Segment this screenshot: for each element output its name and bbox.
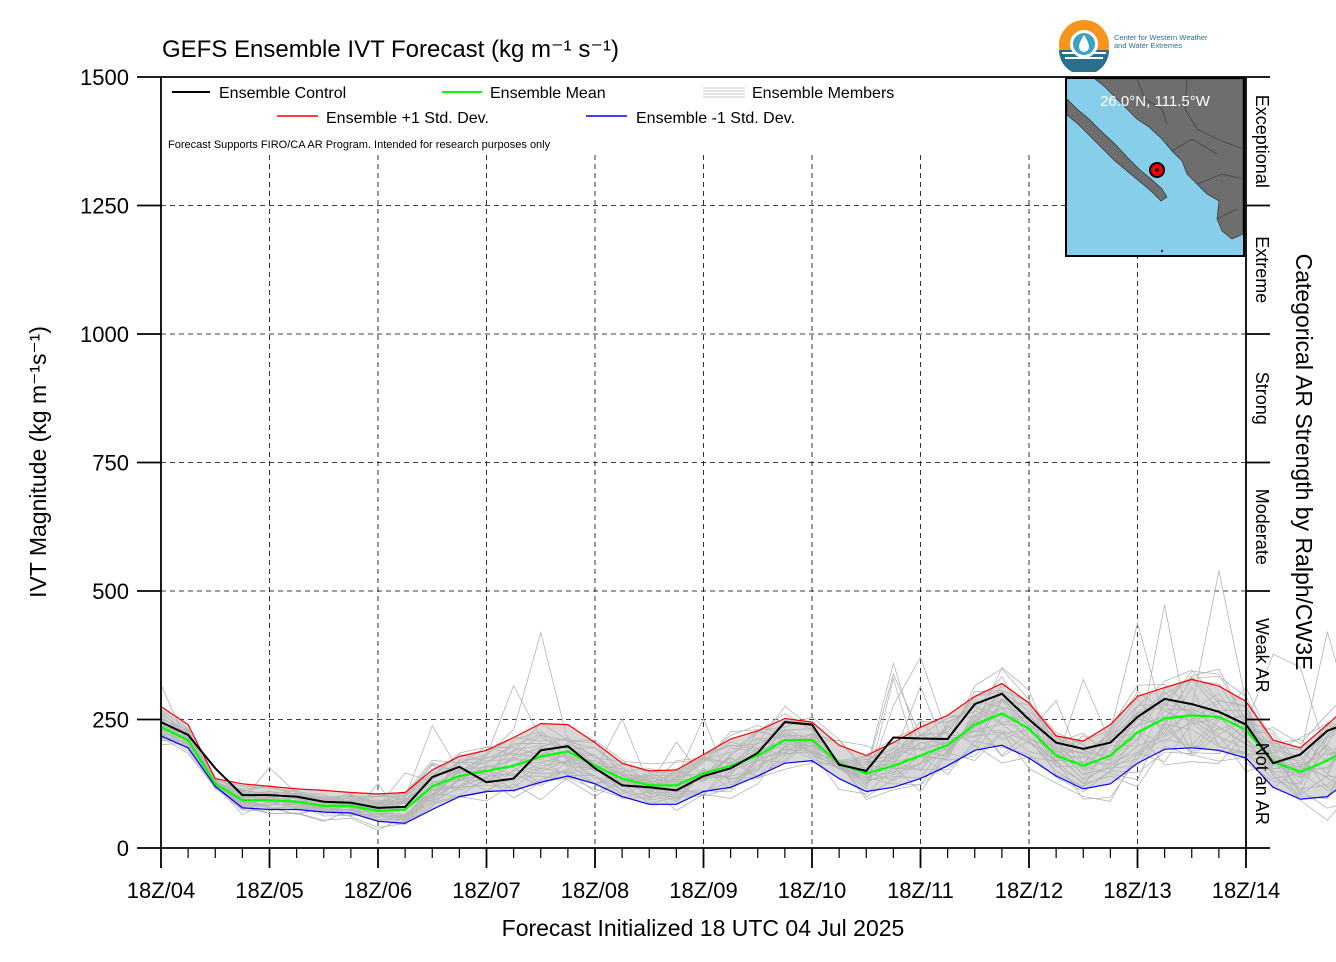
category-label: Not an AR bbox=[1252, 743, 1272, 825]
cw3e-logo: Center for Western Weather and Water Ext… bbox=[1058, 18, 1248, 75]
right-axis-label: Categorical AR Strength by Ralph/CW3E bbox=[1291, 254, 1317, 671]
x-tick-label: 18Z/08 bbox=[561, 878, 630, 903]
mainland-mexico bbox=[1094, 79, 1243, 240]
category-label: Weak AR bbox=[1252, 618, 1272, 693]
category-label: Extreme bbox=[1252, 236, 1272, 303]
y-axis-label: IVT Magnitude (kg m⁻¹s⁻¹) bbox=[25, 326, 51, 598]
disclaimer-text: Forecast Supports FIRO/CA AR Program. In… bbox=[168, 139, 551, 151]
legend-plus-sd-label: Ensemble +1 Std. Dev. bbox=[326, 110, 489, 127]
legend-minus-sd-label: Ensemble -1 Std. Dev. bbox=[636, 110, 795, 127]
x-tick-label: 18Z/07 bbox=[452, 878, 521, 903]
x-tick-label: 18Z/04 bbox=[127, 878, 196, 903]
y-tick-label: 1250 bbox=[80, 194, 129, 219]
location-label: 26.0°N, 111.5°W bbox=[1100, 93, 1210, 110]
map-graphic bbox=[1067, 79, 1243, 255]
category-label: Moderate bbox=[1252, 489, 1272, 565]
x-tick-label: 18Z/11 bbox=[887, 878, 954, 903]
legend: Ensemble Control Ensemble Mean Ensemble Me… bbox=[172, 85, 894, 127]
y-tick-label: 750 bbox=[92, 451, 129, 476]
state-borders bbox=[1136, 79, 1243, 220]
category-label: Strong bbox=[1252, 372, 1272, 425]
member-line bbox=[160, 676, 1336, 821]
y-tick-label: 1500 bbox=[80, 65, 129, 90]
member-line bbox=[160, 631, 1336, 805]
member-line bbox=[160, 604, 1336, 818]
location-map: 26.0°N, 111.5°W bbox=[1065, 77, 1245, 257]
ensemble-members bbox=[160, 570, 1336, 831]
y-tick-label: 250 bbox=[92, 708, 129, 733]
x-tick-label: 18Z/10 bbox=[778, 878, 847, 903]
logo-line-1: Center for Western Weather bbox=[1114, 33, 1208, 42]
chart-title: GEFS Ensemble IVT Forecast (kg m⁻¹ s⁻¹) bbox=[162, 36, 619, 63]
axes: 0 250 500 750 1000 1250 1500 Not an AR Weak AR Mo… bbox=[80, 65, 1280, 903]
x-tick-label: 18Z/12 bbox=[995, 878, 1064, 903]
category-label: Exceptional bbox=[1252, 95, 1272, 188]
x-tick-label: 18Z/14 bbox=[1212, 878, 1281, 903]
y-tick-label: 1000 bbox=[80, 322, 129, 347]
legend-mean-label: Ensemble Mean bbox=[490, 85, 606, 102]
x-tick-label: 18Z/05 bbox=[235, 878, 304, 903]
y-tick-label: 500 bbox=[92, 579, 129, 604]
x-tick-label: 18Z/09 bbox=[669, 878, 738, 903]
logo-line-2: and Water Extremes bbox=[1114, 41, 1183, 50]
legend-control-label: Ensemble Control bbox=[219, 85, 346, 102]
x-tick-label: 18Z/13 bbox=[1103, 878, 1172, 903]
y-tick-label: 0 bbox=[117, 836, 129, 861]
legend-members-label: Ensemble Members bbox=[752, 85, 894, 102]
cw3e-logo-icon bbox=[1059, 20, 1109, 75]
x-axis-label: Forecast Initialized 18 UTC 04 Jul 2025 bbox=[502, 915, 905, 941]
baja-peninsula bbox=[1067, 98, 1168, 202]
x-tick-label: 18Z/06 bbox=[344, 878, 413, 903]
